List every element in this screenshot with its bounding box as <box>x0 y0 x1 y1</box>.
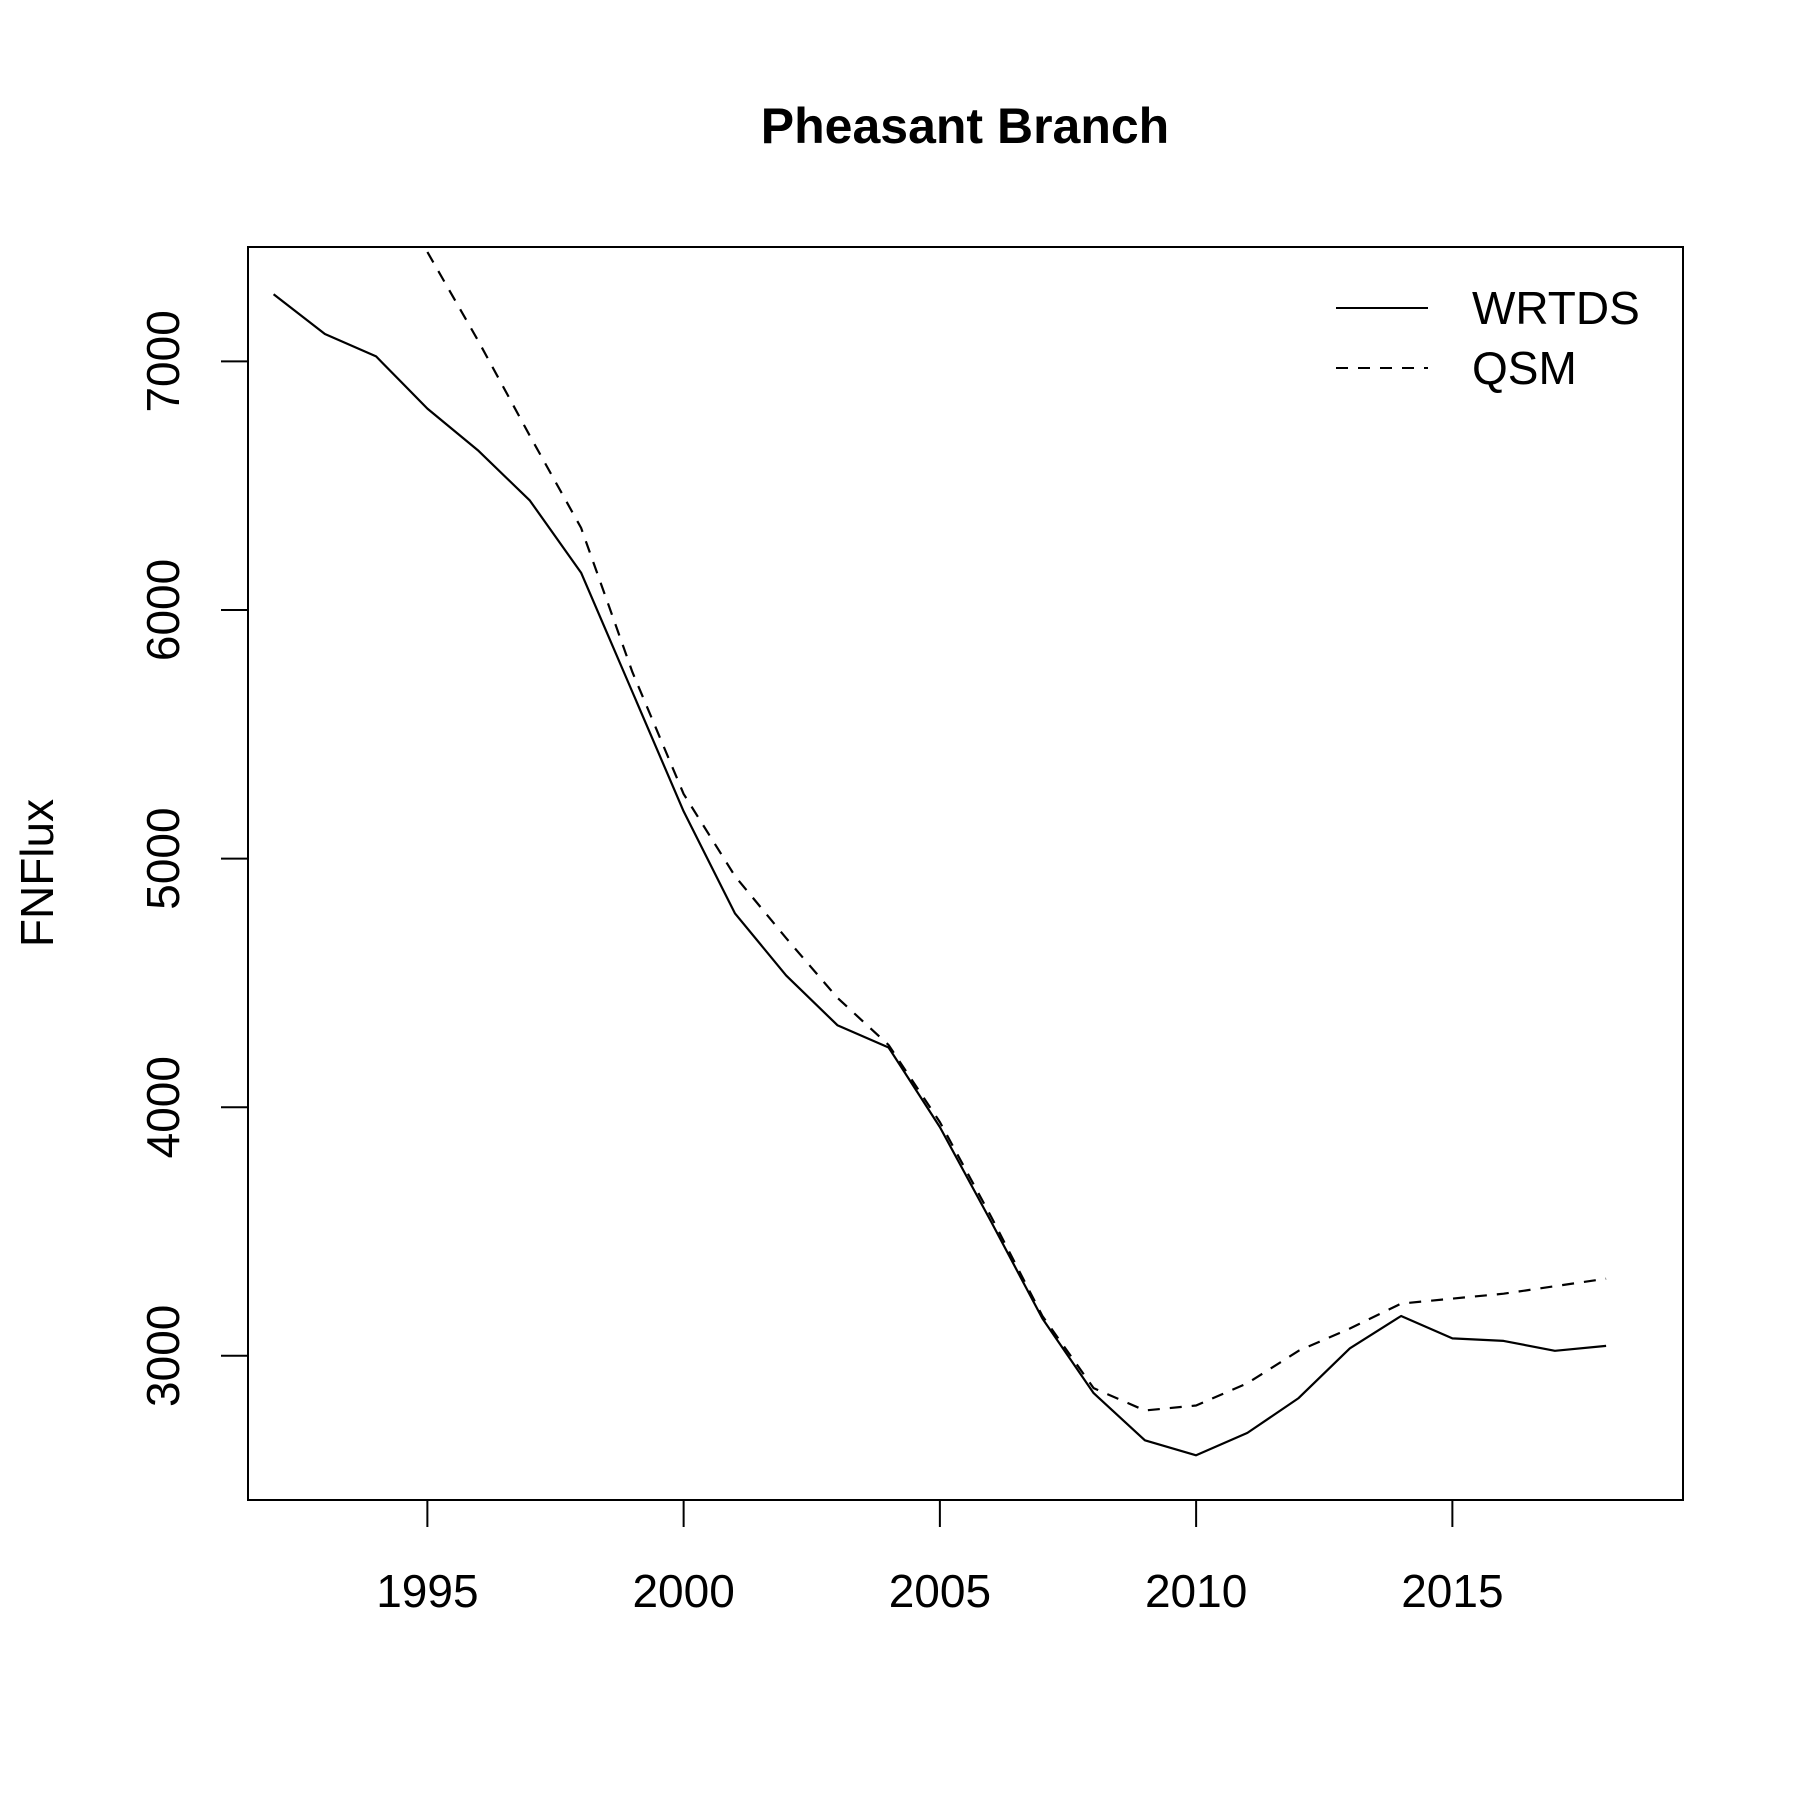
y-axis: 3000 4000 5000 6000 7000 <box>137 310 248 1407</box>
x-tick-label-2010: 2010 <box>1145 1565 1247 1617</box>
y-tick-label-7000: 7000 <box>137 310 189 412</box>
y-tick-label-3000: 3000 <box>137 1305 189 1407</box>
x-axis: 1995 2000 2005 2010 2015 <box>376 1500 1504 1617</box>
series-line-wrtds <box>272 293 1607 1457</box>
y-tick-label-4000: 4000 <box>137 1056 189 1158</box>
x-tick-label-2000: 2000 <box>632 1565 734 1617</box>
series-layer <box>272 251 1607 1457</box>
chart-title: Pheasant Branch <box>761 98 1169 154</box>
legend: WRTDS QSM <box>1336 282 1640 394</box>
legend-qsm-label: QSM <box>1472 342 1577 394</box>
y-axis-label: FNFlux <box>11 799 63 947</box>
y-tick-label-6000: 6000 <box>137 559 189 661</box>
plot-frame <box>247 246 1684 1501</box>
x-tick-label-2015: 2015 <box>1401 1565 1503 1617</box>
x-tick-label-1995: 1995 <box>376 1565 478 1617</box>
legend-wrtds-label: WRTDS <box>1472 282 1640 334</box>
series-line-qsm <box>426 251 1607 1412</box>
y-tick-label-5000: 5000 <box>137 807 189 909</box>
x-tick-label-2005: 2005 <box>889 1565 991 1617</box>
